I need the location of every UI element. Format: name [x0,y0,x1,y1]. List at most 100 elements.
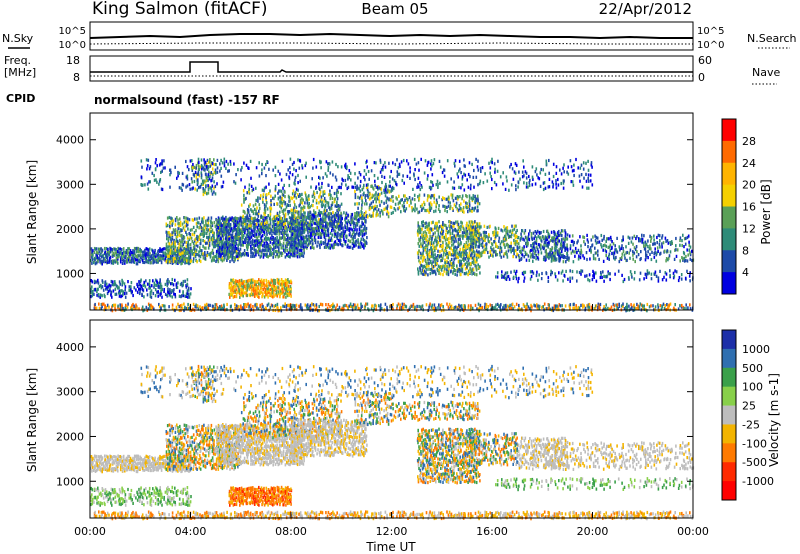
scatter-cell [523,255,526,259]
scatter-cell [422,249,425,253]
scatter-cell [301,226,303,230]
scatter-cell [266,252,268,256]
scatter-cell [255,222,258,226]
scatter-cell [449,223,451,227]
scatter-cell [354,185,357,189]
scatter-cell [132,257,135,261]
scatter-cell [164,251,167,255]
scatter-cell [446,231,449,235]
scatter-cell [238,254,241,258]
scatter-cell [507,243,510,247]
scatter-cell [98,247,101,251]
scatter-cell [281,284,283,288]
scatter-cell [240,203,243,207]
scatter-cell [308,234,311,239]
scatter-cell [596,236,599,240]
scatter-cell [299,239,301,243]
scatter-cell [213,236,215,240]
scatter-cell [439,244,441,248]
scatter-cell [351,228,354,232]
scatter-cell [227,249,229,253]
scatter-cell [123,292,126,296]
scatter-cell [489,224,491,228]
scatter-cell [518,245,521,249]
scatter-cell [287,235,289,239]
scatter-cell [376,212,379,217]
scatter-cell [474,264,477,268]
scatter-cell [537,234,540,238]
scatter-cell [276,202,278,206]
scatter-cell [323,212,326,216]
scatter-cell [175,260,178,264]
scatter-cell [242,286,245,290]
scatter-cell [345,211,348,215]
scatter-cell [515,234,518,238]
scatter-cell [100,247,102,251]
scatter-cell [372,194,375,198]
scatter-cell [324,217,327,221]
scatter-cell [455,205,457,209]
scatter-cell [337,213,339,217]
scatter-cell [340,202,343,206]
scatter-cell [495,250,497,254]
scatter-cell [644,247,647,251]
scatter-cell [516,228,518,233]
scatter-cell [292,189,295,193]
scatter-cell [450,193,452,197]
scatter-cell [314,238,317,242]
scatter-cell [304,211,306,215]
scatter-cell [216,219,218,223]
scatter-cell [223,217,226,221]
scatter-cell [270,207,273,211]
scatter-cell [546,243,549,247]
scatter-cell [582,235,584,239]
scatter-cell [282,224,285,229]
scatter-cell [340,192,342,196]
scatter-cell [389,205,392,209]
scatter-cell [246,211,249,215]
scatter-cell [124,250,127,254]
scatter-cell [635,236,637,241]
scatter-cell [277,285,279,289]
scatter-cell [196,188,198,192]
scatter-cell [309,211,312,215]
scatter-cell [604,243,606,247]
scatter-cell [357,195,359,199]
scatter-cell [324,240,327,244]
scatter-cell [523,245,525,249]
scatter-cell [656,241,658,245]
scatter-cell [471,226,474,230]
scatter-cell [196,217,198,221]
scatter-cell [231,227,233,231]
scatter-cell [586,233,588,237]
scatter-cell [253,279,256,283]
scatter-cell [447,200,450,204]
scatter-cell [452,261,455,265]
scatter-cell [129,251,131,255]
scatter-cell [315,229,318,233]
scatter-cell [255,248,257,252]
cpid-label: CPID [6,92,35,105]
scatter-cell [485,248,488,252]
scatter-cell [441,227,443,231]
scatter-cell [286,203,289,207]
scatter-cell [299,194,302,198]
scatter-cell [341,221,343,226]
scatter-cell [234,285,236,289]
scatter-cell [97,247,100,251]
scatter-cell [612,242,615,246]
scatter-cell [234,244,237,248]
scatter-cell [474,228,476,232]
scatter-cell [290,252,292,256]
scatter-cell [517,246,519,250]
scatter-cell [463,249,466,253]
scatter-cell [254,286,256,291]
scatter-cell [432,253,435,257]
scatter-cell [233,250,236,254]
scatter-cell [379,214,381,218]
scatter-cell [540,231,542,235]
scatter-cell [195,243,198,247]
scatter-cell [381,210,384,214]
scatter-cell [276,228,278,232]
scatter-cell [185,245,188,249]
